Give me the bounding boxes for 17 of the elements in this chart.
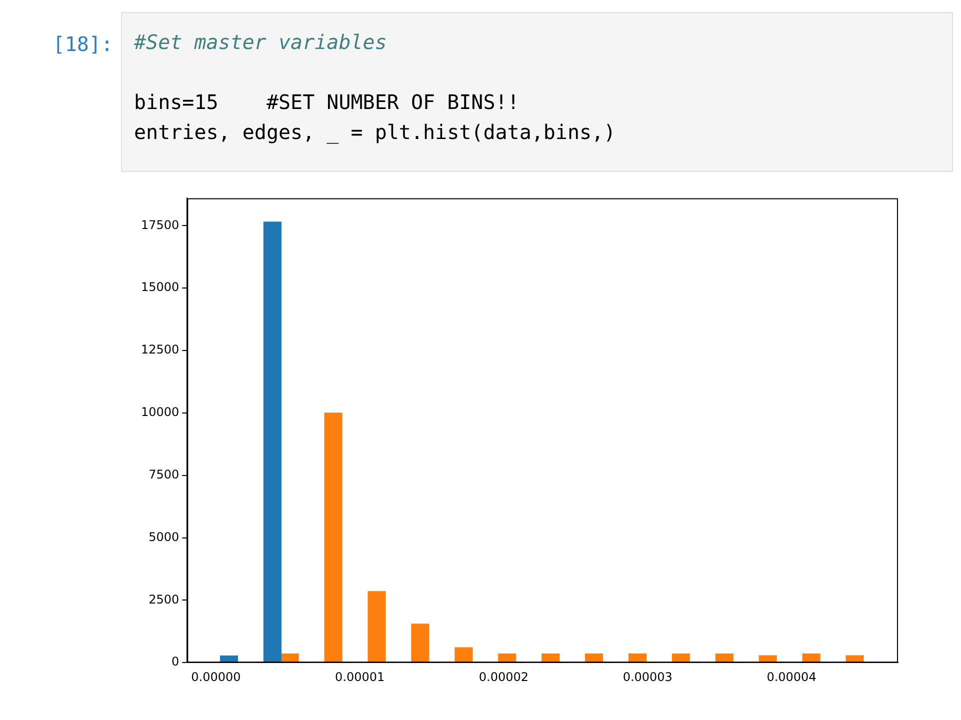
y-tick-label: 5000 <box>148 530 180 544</box>
y-tick-label: 17500 <box>140 218 180 232</box>
text: [18]: <box>52 31 114 56</box>
y-tick-label: 10000 <box>140 405 180 420</box>
y-tick-label: 7500 <box>148 467 180 482</box>
x-tick-label: 0.00004 <box>766 670 816 684</box>
text: #Set master variables <box>134 29 388 56</box>
text: entries, edges, _ = plt.hist(data,bins,) <box>134 119 617 146</box>
x-tick-label: 0.00002 <box>478 670 529 684</box>
x-tick-label: 0.00001 <box>335 670 385 684</box>
y-tick-label: 12500 <box>140 342 180 357</box>
y-tick-label: 0 <box>172 654 180 669</box>
y-tick-label: 2500 <box>148 592 180 606</box>
y-tick-label: 15000 <box>140 280 180 294</box>
x-tick-label: 0.00000 <box>191 670 241 684</box>
text: bins=15 #SET NUMBER OF BINS!! <box>134 89 520 116</box>
x-tick-label: 0.00003 <box>622 670 672 684</box>
